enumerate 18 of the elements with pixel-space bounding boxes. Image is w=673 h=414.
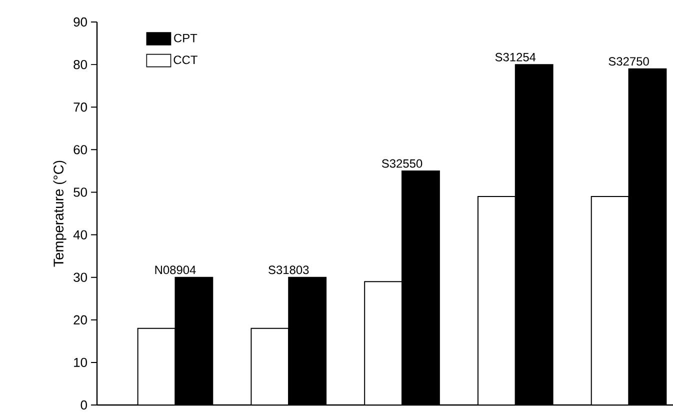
y-tick-label: 0: [80, 400, 87, 410]
y-tick-label: 90: [74, 17, 87, 27]
y-tick-label: 50: [74, 188, 87, 197]
legend-label: CPT: [174, 34, 198, 42]
y-tick-label: 20: [74, 315, 87, 324]
y-tick-label: 80: [74, 60, 87, 70]
x-tick-label: S31254: [495, 52, 536, 62]
y-tick-label: 30: [74, 272, 87, 282]
y-axis-title: Temperature (°C): [53, 160, 66, 267]
x-tick-label: N08904: [155, 266, 196, 274]
x-tick-label: S32750: [608, 57, 649, 66]
y-tick-label: 10: [74, 358, 87, 368]
x-tick-label: S31803: [268, 266, 309, 274]
legend-label: CCT: [174, 56, 198, 64]
y-tick-label: 60: [74, 145, 87, 154]
y-tick-label: 40: [73, 230, 87, 240]
x-tick-label: S32550: [382, 159, 422, 168]
y-tick-label: 70: [74, 102, 87, 112]
